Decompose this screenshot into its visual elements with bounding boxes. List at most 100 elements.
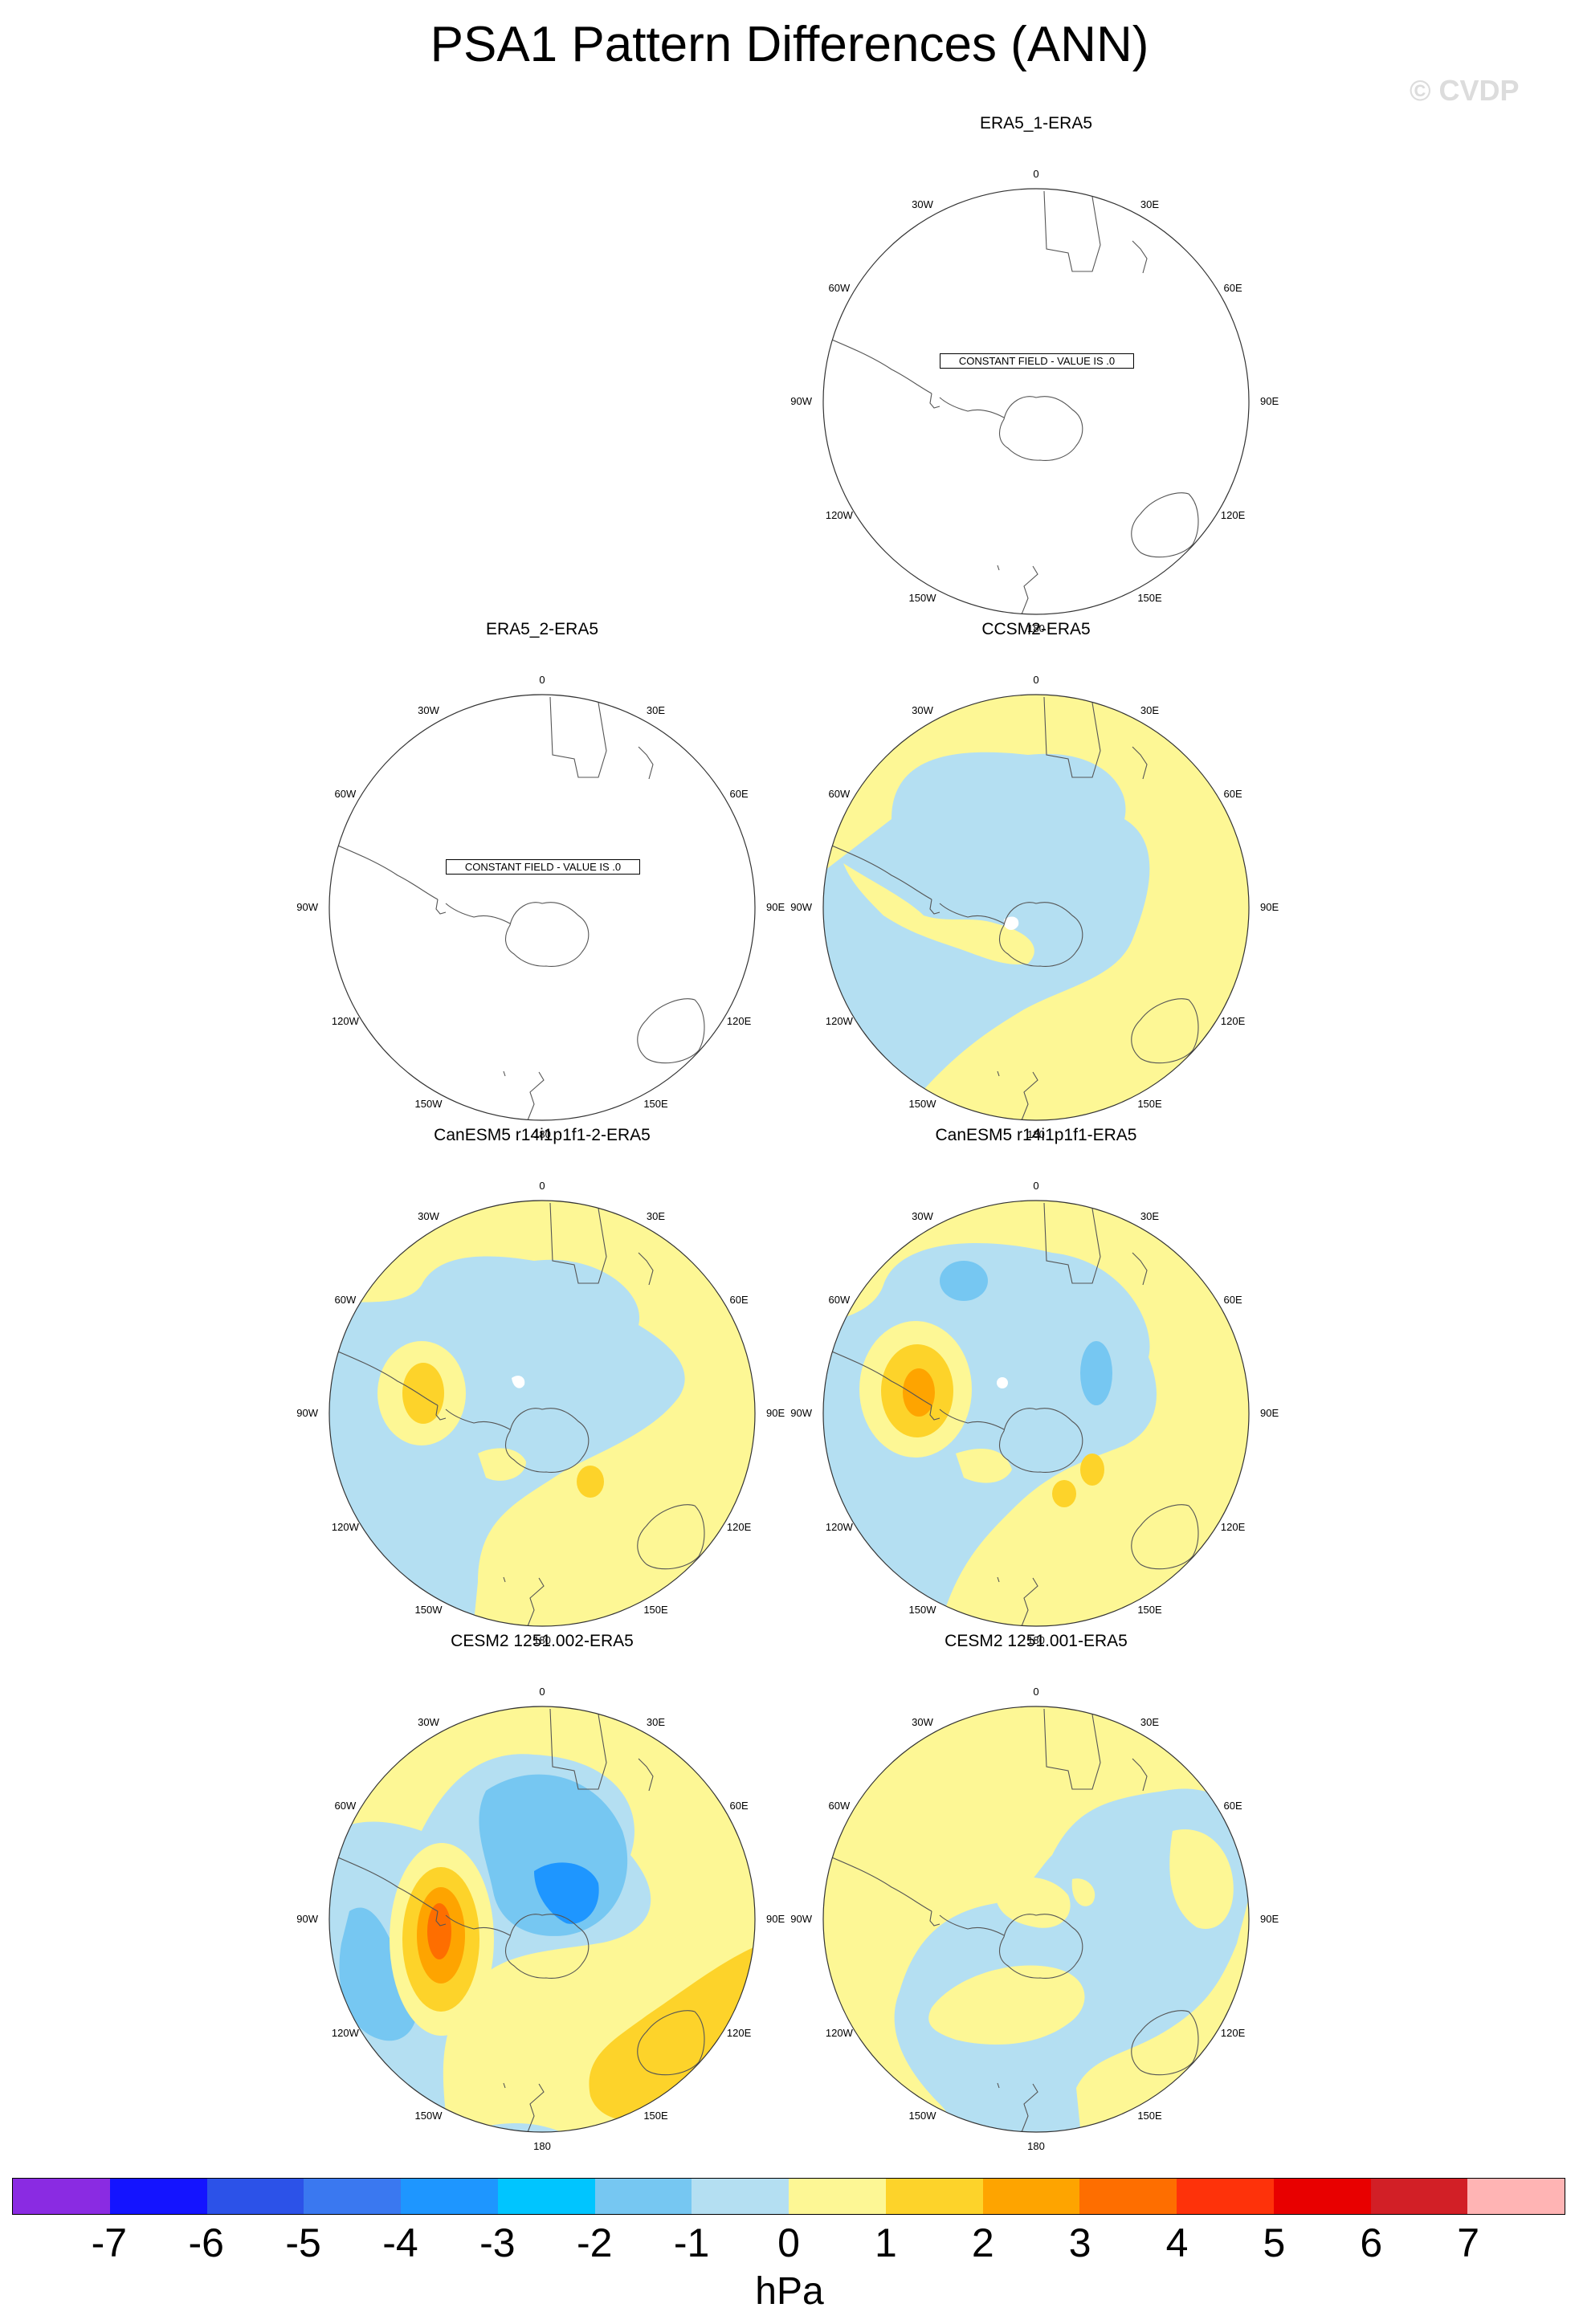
colorbar-swatch — [1370, 2179, 1468, 2214]
coastline — [503, 1070, 506, 1077]
coastline — [435, 1405, 447, 1421]
colorbar-swatch — [1273, 2179, 1371, 2214]
coastline — [505, 902, 590, 967]
longitude-label: 30W — [912, 703, 933, 716]
longitude-label: 60E — [1223, 281, 1242, 294]
coastline — [1019, 2083, 1038, 2132]
colorbar-swatch — [789, 2179, 886, 2214]
longitude-label: 120E — [1220, 1014, 1246, 1027]
longitude-label: 120E — [726, 1014, 752, 1027]
longitude-label: 120E — [726, 1520, 752, 1533]
coastline — [1019, 1071, 1038, 1120]
coastline — [638, 1758, 654, 1792]
longitude-label: 90E — [1260, 901, 1279, 913]
colorbar-swatch — [982, 2179, 1080, 2214]
coastline — [929, 393, 940, 409]
coastline — [939, 1914, 1005, 1936]
colorbar-swatch — [401, 2179, 498, 2214]
panel-title: CCSM2-ERA5 — [981, 620, 1091, 638]
longitude-label: 150W — [414, 2110, 443, 2122]
longitude-label: 30E — [1140, 198, 1160, 210]
coastline — [505, 1914, 590, 1979]
longitude-label: 0 — [539, 674, 545, 686]
contour-fill — [427, 1903, 451, 1959]
longitude-label: 90W — [790, 901, 812, 913]
contour-fill — [512, 1376, 525, 1388]
contour-fill — [956, 1449, 1012, 1483]
longitude-label: 90W — [790, 1407, 812, 1419]
longitude-label: 90W — [296, 901, 318, 913]
longitude-label: 60E — [729, 1799, 749, 1812]
longitude-label: 0 — [1033, 674, 1039, 686]
contour-fill — [903, 1368, 935, 1417]
coastline — [503, 1576, 506, 1583]
contour-fill — [339, 1907, 418, 2041]
longitude-label: 120W — [825, 1520, 853, 1533]
coastline — [525, 1071, 545, 1120]
coastline — [1019, 565, 1038, 614]
colorbar-tick-label: -6 — [188, 2220, 224, 2265]
coastline — [997, 1070, 1000, 1077]
coastline — [435, 899, 447, 915]
coastline — [637, 1504, 705, 1570]
longitude-label: 150W — [908, 2110, 936, 2122]
polar-map — [822, 188, 1250, 615]
colorbar — [12, 2178, 1565, 2215]
coastline — [637, 2010, 705, 2076]
longitude-label: 90E — [1260, 395, 1279, 407]
longitude-label: 60W — [828, 787, 851, 800]
panel-title: CESM2 1251.002-ERA5 — [451, 1632, 634, 1650]
coastline — [445, 1914, 511, 1936]
coastline — [1131, 998, 1199, 1064]
coastline — [997, 2082, 1000, 2089]
colorbar-tick-label: -4 — [382, 2220, 418, 2265]
longitude-label: 180 — [533, 1634, 551, 1646]
longitude-label: 90W — [790, 395, 812, 407]
longitude-label: 0 — [539, 1686, 545, 1698]
longitude-label: 120E — [1220, 1520, 1246, 1533]
coastline — [1131, 492, 1199, 558]
longitude-label: 120E — [1220, 2026, 1246, 2039]
map-boundary — [328, 1200, 756, 1627]
longitude-label: 150W — [908, 592, 936, 605]
colorbar-swatch — [692, 2179, 789, 2214]
longitude-label: 0 — [1033, 1180, 1039, 1192]
longitude-label: 120W — [331, 1014, 359, 1027]
map-boundary — [328, 1706, 756, 2133]
longitude-label: 150W — [414, 1098, 443, 1111]
contour-fill — [997, 1377, 1008, 1388]
longitude-label: 90W — [296, 1913, 318, 1925]
longitude-label: 30W — [418, 1209, 439, 1222]
coastline — [549, 1708, 607, 1790]
longitude-label: 180 — [533, 1128, 551, 1140]
coastline — [1131, 2010, 1199, 2076]
coastline — [1043, 1202, 1101, 1284]
panel-title: CanESM5 r14i1p1f1-2-ERA5 — [434, 1126, 651, 1144]
longitude-label: 30W — [912, 1209, 933, 1222]
coastline — [638, 1252, 654, 1286]
coastline — [525, 2083, 545, 2132]
longitude-label: 30E — [1140, 703, 1160, 716]
longitude-label: 30E — [646, 1715, 666, 1728]
contour-fill — [478, 1448, 526, 1481]
coastline — [1132, 1252, 1148, 1286]
contour-fill — [402, 1363, 444, 1424]
map-boundary — [822, 188, 1250, 615]
colorbar-tick-label: 1 — [874, 2220, 897, 2265]
longitude-label: 90E — [766, 1913, 785, 1925]
contour-fill — [1169, 1829, 1234, 1929]
coastline — [999, 1408, 1083, 1473]
coastline — [435, 1910, 447, 1926]
colorbar-swatch — [1177, 2179, 1274, 2214]
longitude-label: 150E — [643, 1098, 668, 1111]
panel-title: CanESM5 r14i1p1f1-ERA5 — [935, 1126, 1137, 1144]
longitude-label: 180 — [533, 2140, 551, 2152]
contour-fill — [1071, 1878, 1096, 1906]
longitude-label: 150E — [1137, 2110, 1162, 2122]
longitude-label: 150E — [1137, 1098, 1162, 1111]
longitude-label: 30W — [912, 198, 933, 210]
longitude-label: 60W — [334, 1293, 357, 1306]
map-panel-canesm5: CanESM5 r14i1p1f1-ERA5 0 30E 60E 90E 120E 150… — [787, 1126, 1285, 1662]
contour-fill — [577, 1466, 604, 1498]
longitude-label: 30E — [1140, 1209, 1160, 1222]
